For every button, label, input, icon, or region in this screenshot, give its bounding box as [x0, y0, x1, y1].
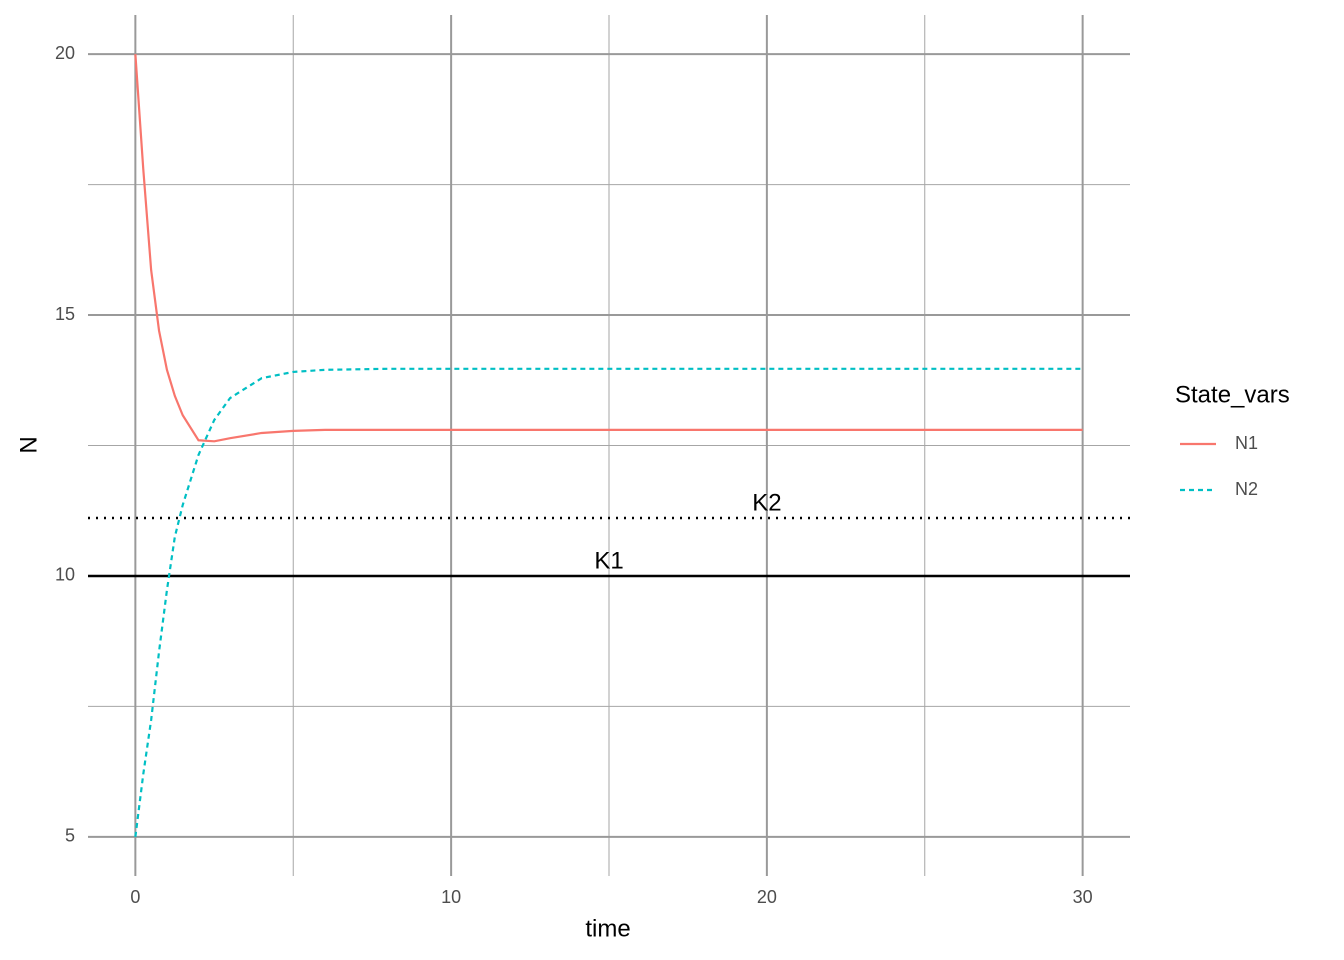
- x-axis-title: time: [585, 915, 630, 942]
- y-tick-label: 10: [55, 565, 75, 585]
- x-tick-label: 0: [130, 887, 140, 907]
- x-tick-label: 30: [1073, 887, 1093, 907]
- reference-label: K1: [594, 547, 623, 574]
- legend-label: N2: [1235, 479, 1258, 499]
- series-line: [134, 54, 1083, 443]
- y-axis-title: N: [15, 436, 42, 453]
- y-tick-label: 15: [55, 304, 75, 324]
- series-line: [134, 367, 1083, 838]
- y-tick-label: 5: [65, 826, 75, 846]
- x-tick-label: 10: [441, 887, 461, 907]
- legend-label: N1: [1235, 433, 1258, 453]
- y-tick-label: 20: [55, 43, 75, 63]
- reference-label: K2: [752, 489, 781, 516]
- legend-title: State_vars: [1175, 381, 1290, 408]
- x-tick-label: 20: [757, 887, 777, 907]
